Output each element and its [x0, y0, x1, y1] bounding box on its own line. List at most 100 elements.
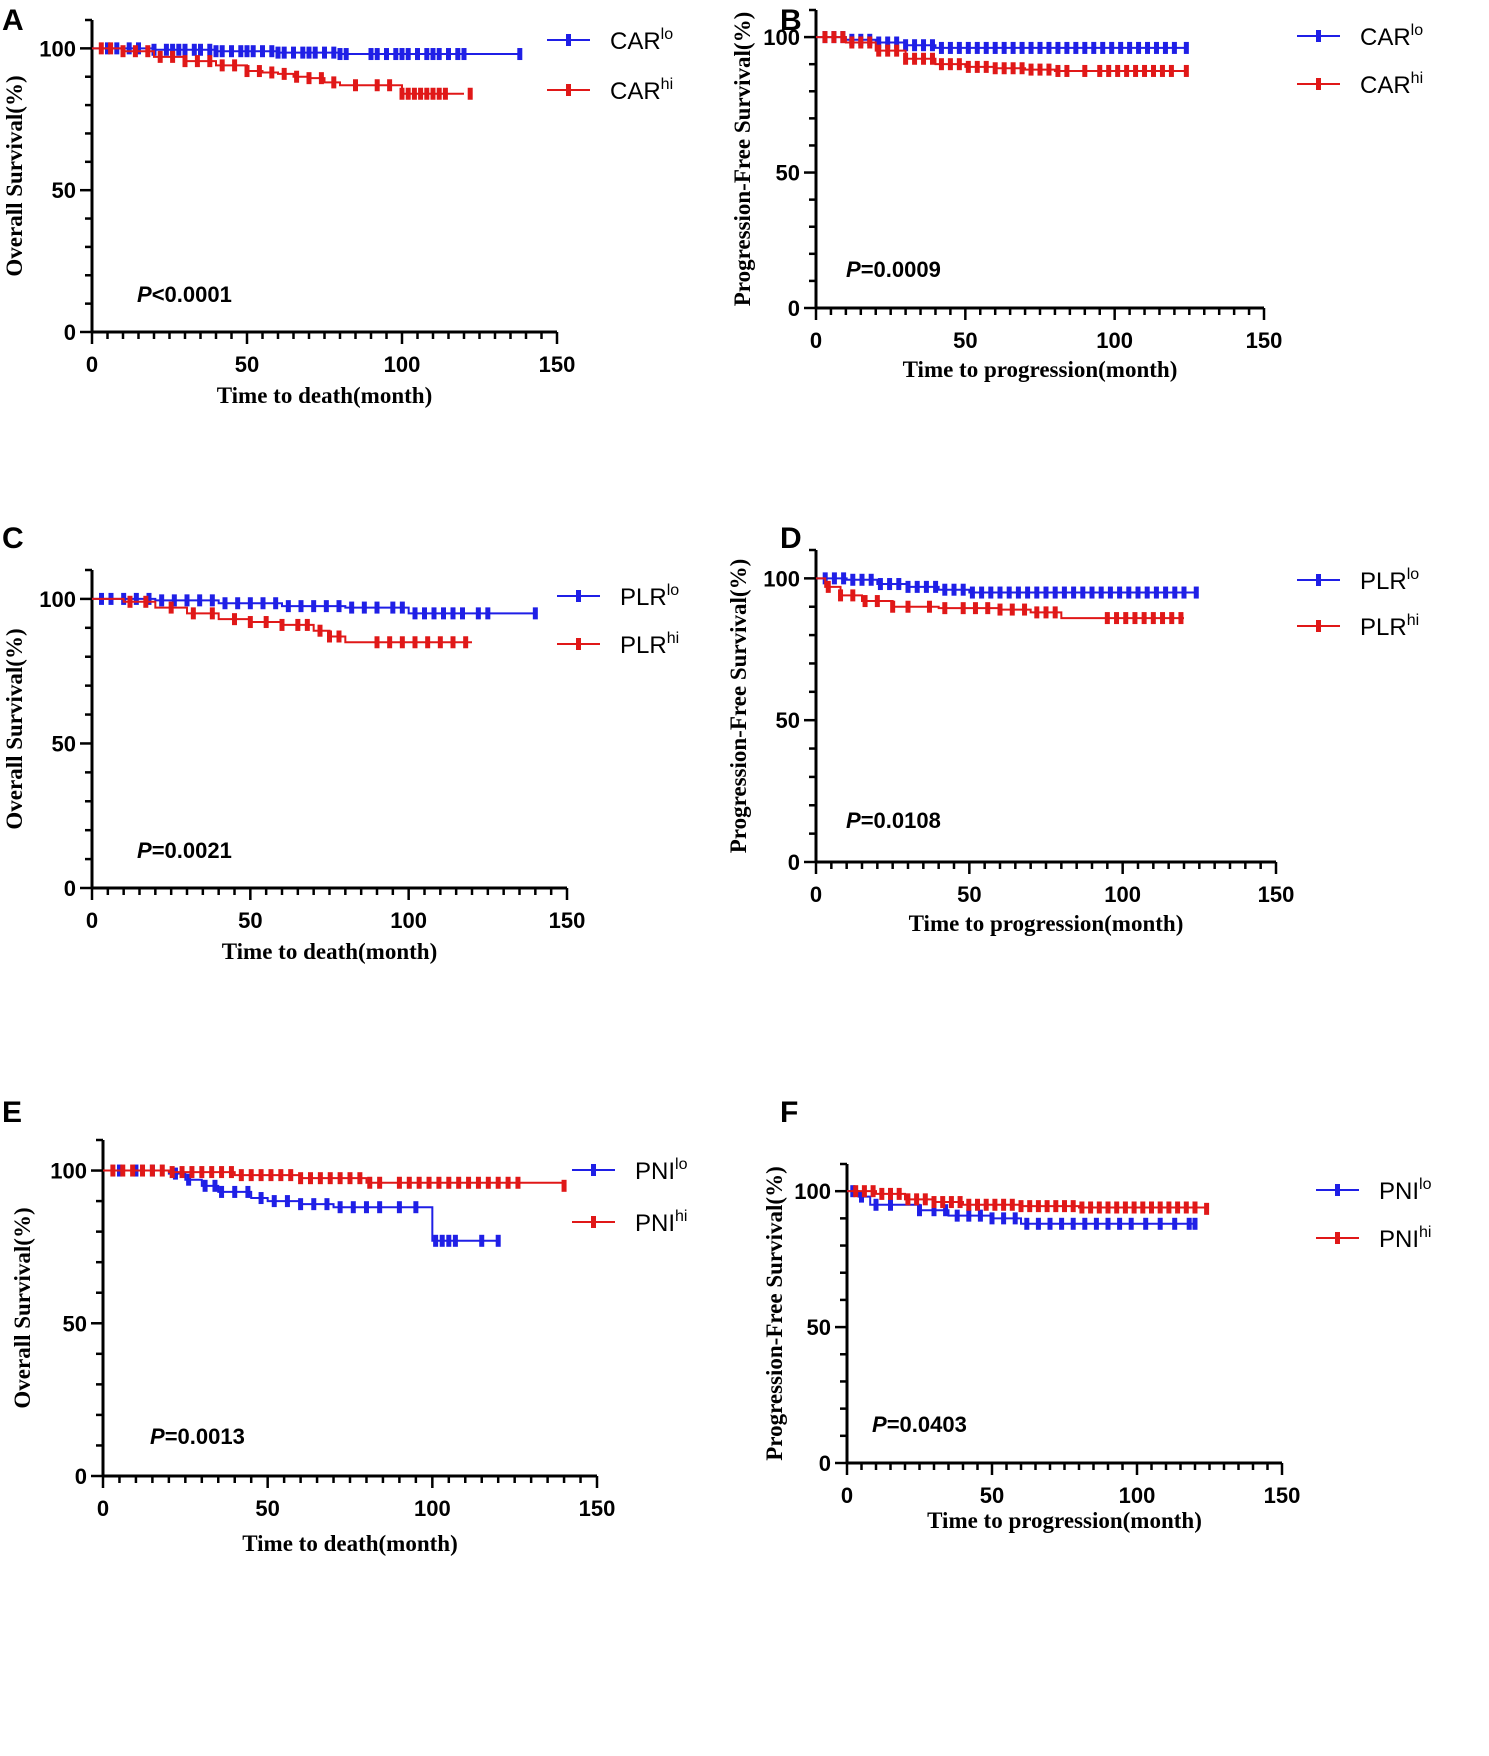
- censor-mark: [1142, 64, 1148, 77]
- censor-mark: [894, 36, 900, 49]
- p-value-number: <0.0001: [152, 282, 232, 307]
- x-tick-label: 50: [238, 908, 262, 933]
- censor-mark: [367, 1176, 373, 1189]
- legend-superscript: hi: [661, 76, 673, 93]
- censor-mark: [306, 72, 312, 85]
- censor-mark: [1028, 63, 1034, 76]
- censor-mark: [992, 62, 998, 75]
- legend-marker: [1335, 1184, 1340, 1196]
- censor-mark: [1035, 1200, 1041, 1213]
- p-value: P<0.0001: [137, 282, 232, 307]
- censor-mark: [868, 573, 874, 586]
- censor-mark: [461, 48, 467, 61]
- censor-mark: [1010, 62, 1016, 75]
- censor-mark: [1070, 1200, 1076, 1213]
- censor-mark: [374, 79, 380, 92]
- censor-mark: [197, 594, 203, 607]
- censor-mark: [874, 595, 880, 608]
- censor-mark: [1105, 1201, 1111, 1214]
- censor-mark: [1117, 586, 1123, 599]
- legend-superscript: hi: [675, 1208, 687, 1225]
- legend-superscript: hi: [1407, 612, 1419, 629]
- censor-mark: [1166, 1201, 1172, 1214]
- censor-mark: [312, 46, 318, 59]
- censor-mark: [951, 583, 957, 596]
- censor-mark: [903, 39, 909, 52]
- y-tick-label: 50: [52, 178, 76, 203]
- censor-mark: [997, 586, 1003, 599]
- censor-mark: [260, 597, 266, 610]
- censor-mark: [1115, 64, 1121, 77]
- censor-mark: [213, 45, 219, 58]
- censor-mark: [1159, 64, 1165, 77]
- censor-mark: [983, 41, 989, 54]
- censor-mark: [1183, 64, 1189, 77]
- censor-mark: [1186, 1217, 1192, 1230]
- censor-mark: [1091, 41, 1097, 54]
- censor-mark: [363, 1201, 369, 1214]
- censor-mark: [914, 580, 920, 593]
- censor-mark: [1082, 64, 1088, 77]
- legend-superscript: lo: [675, 1156, 688, 1173]
- censor-mark: [411, 87, 417, 100]
- censor-mark: [1107, 586, 1113, 599]
- censor-mark: [933, 580, 939, 593]
- censor-mark: [120, 1164, 126, 1177]
- censor-mark: [399, 87, 405, 100]
- censor-mark: [248, 1169, 254, 1182]
- censor-mark: [947, 58, 953, 71]
- censor-mark: [151, 43, 157, 56]
- censor-mark: [1001, 62, 1007, 75]
- legend-marker: [1316, 574, 1321, 586]
- censor-mark: [311, 600, 317, 613]
- y-tick-label: 100: [50, 1159, 87, 1184]
- censor-mark: [170, 43, 176, 56]
- censor-mark: [870, 1185, 876, 1198]
- censor-mark: [281, 67, 287, 80]
- censor-mark: [1136, 41, 1142, 54]
- censor-mark: [850, 573, 856, 586]
- y-tick-label: 50: [776, 708, 800, 733]
- p-symbol: P: [872, 1412, 887, 1437]
- x-axis-title: Time to death(month): [242, 1531, 458, 1556]
- censor-mark: [957, 1196, 963, 1209]
- censor-mark: [1172, 586, 1178, 599]
- censor-mark: [212, 1179, 218, 1192]
- x-axis-title: Time to progression(month): [927, 1508, 1202, 1533]
- chart-panel-b: B 0 50 100 150 0 50 100 Time to progression(mont…: [730, 4, 1423, 382]
- censor-mark: [298, 1198, 304, 1211]
- censor-mark: [1046, 63, 1052, 76]
- x-tick-label: 50: [255, 1496, 279, 1521]
- censor-mark: [1104, 612, 1110, 625]
- panel-label: F: [780, 1096, 798, 1129]
- legend-label: CARlo: [610, 26, 673, 55]
- censor-mark: [285, 600, 291, 613]
- x-tick-label: 0: [810, 882, 822, 907]
- censor-mark: [424, 87, 430, 100]
- censor-mark: [879, 1187, 885, 1200]
- censor-mark: [247, 616, 253, 629]
- censor-mark: [1093, 1217, 1099, 1230]
- censor-mark: [822, 31, 828, 44]
- legend-label: PLRhi: [1360, 612, 1419, 641]
- censor-mark: [209, 1166, 215, 1179]
- censor-mark: [948, 1196, 954, 1209]
- censor-mark: [1117, 1217, 1123, 1230]
- legend-marker: [591, 1216, 596, 1228]
- censor-mark: [890, 600, 896, 613]
- censor-mark: [1153, 41, 1159, 54]
- censor-mark: [1034, 606, 1040, 619]
- censor-mark: [207, 55, 213, 68]
- censor-mark: [1150, 612, 1156, 625]
- censor-mark: [1046, 41, 1052, 54]
- censor-mark: [110, 1164, 116, 1177]
- censor-mark: [1175, 1201, 1181, 1214]
- censor-mark: [1128, 1217, 1134, 1230]
- censor-mark: [849, 36, 855, 49]
- censor-mark: [159, 594, 165, 607]
- censor-mark: [969, 586, 975, 599]
- censor-mark: [368, 48, 374, 61]
- censor-mark: [298, 1172, 304, 1185]
- censor-mark: [219, 45, 225, 58]
- p-value: P=0.0108: [846, 808, 941, 833]
